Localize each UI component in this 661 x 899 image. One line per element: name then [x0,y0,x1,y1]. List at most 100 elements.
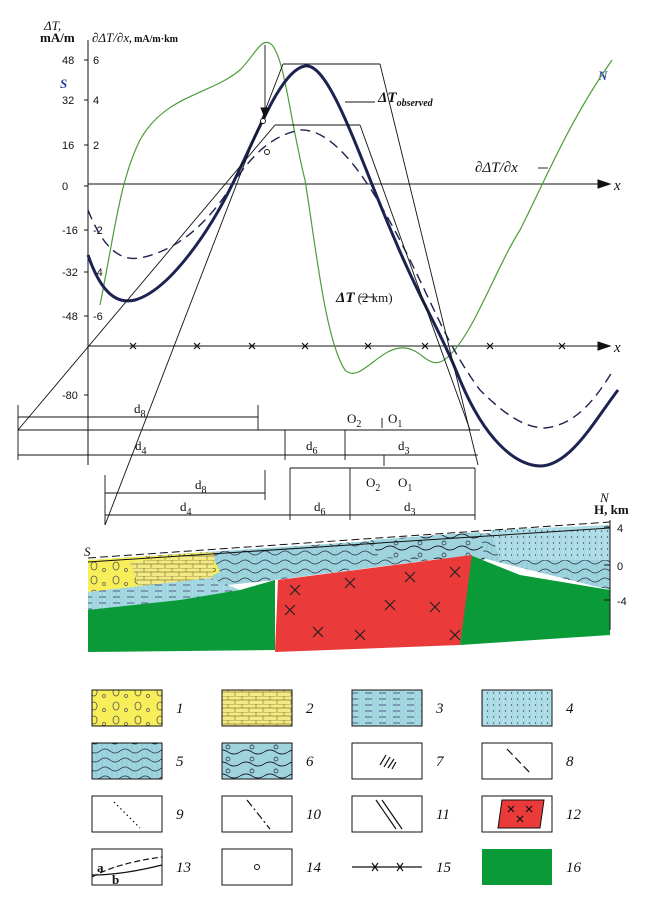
legend-item: 10 [221,795,322,833]
section-south: S [84,544,91,559]
depth-tick-label: 4 [617,523,623,535]
symbol: d [398,438,405,453]
derivative-curve [99,41,613,374]
interval-label: O2 [347,411,361,430]
cross-mark [486,342,494,350]
legend-swatch [481,689,553,727]
symbol-label: a [97,860,104,875]
interval-label: d3 [398,438,410,457]
section-ticks: 4 0 -4 [617,523,627,608]
subscript: 4 [187,507,192,518]
right-tick-label: 2 [93,140,99,152]
subscript: 8 [141,409,146,420]
legend-item: 8 [481,742,574,780]
cross-mark [193,342,201,350]
depth-label: H, km [594,502,629,517]
upward-continued-curve [87,129,613,429]
legend-swatch [91,848,163,886]
subscript: 2 [356,419,361,430]
north-label: N [597,68,608,83]
legend-number: 6 [306,754,314,770]
legend-swatch [351,795,423,833]
symbol [497,799,545,829]
legend-swatch [351,689,423,727]
symbol: O [366,475,375,490]
left-tick-label: -80 [62,390,78,402]
left-axis-label: ΔT, [43,18,61,33]
subscript: 8 [202,485,207,496]
legend-item: 11 [351,795,450,833]
left-tick-label: -32 [62,267,78,279]
symbol: d [314,499,321,514]
legend-number: 3 [435,701,444,717]
legend-swatch [481,742,553,780]
interval-label: O2 [366,475,380,494]
legend-item: 15 [352,860,452,876]
observed-label: ΔTobserved [377,90,434,109]
legend-number: 5 [176,754,184,770]
cross-mark [558,342,566,350]
interval-label: d8 [134,401,146,420]
legend-number: 2 [306,701,314,717]
subscript: 6 [321,507,326,518]
interval-label: d3 [404,499,416,518]
right-tick-label: -4 [93,267,103,279]
interval-label: O1 [388,411,402,430]
x-label: x [613,340,621,356]
legend-swatch [482,849,552,885]
left-tick-label: -48 [62,311,78,323]
symbol [379,754,397,770]
legend-item: 7 [351,742,445,780]
legend-number: 13 [176,860,191,876]
subscript: 1 [397,419,402,430]
subscript: observed [397,98,434,109]
legend-item: 1 [91,689,184,727]
legend-item: 14 [221,848,322,886]
cross-mark [421,342,429,350]
south-label: S [60,76,67,91]
legend-item: 3 [351,689,444,727]
legend-number: 14 [306,860,322,876]
symbol: d [180,499,187,514]
subscript: 1 [407,483,412,494]
legend-item: 4 [481,689,574,727]
legend-number: 1 [176,701,184,717]
left-tick-label: 48 [62,55,74,67]
cross-marks [129,342,566,350]
label: ΔT [377,90,397,106]
symbol [91,864,163,876]
subscript: 3 [405,446,410,457]
derivative-label: ∂ΔT/∂x [475,160,518,176]
depth-tick-label: -4 [617,596,627,608]
left-tick-label: 0 [62,181,68,193]
legend-item: ab 13 [91,848,191,887]
left-tick-label: -16 [62,225,78,237]
interval-lines [17,405,480,525]
arrow [597,179,612,189]
subscript: 4 [142,446,147,457]
legend-number: 16 [566,860,582,876]
legend-number: 11 [436,807,450,823]
left-tick-label: 32 [62,95,74,107]
legend-number: 15 [436,860,452,876]
legend-swatch [221,795,293,833]
legend-number: 4 [566,701,574,717]
symbol: O [388,411,397,426]
label: ΔT [335,290,355,306]
left-axis-unit: mA/m [40,30,75,45]
arrow [597,341,612,351]
legend-item: 5 [91,742,184,780]
legend-item: 12 [481,795,582,833]
legend-number: 8 [566,754,574,770]
observed-curve [86,64,620,468]
symbol [113,801,141,829]
interval-label: O1 [398,475,412,494]
construction-lines [17,45,548,526]
symbol [506,748,533,776]
legend-number: 9 [176,807,184,823]
right-axis-label: ∂ΔT/∂x, mA/m·km [92,30,179,45]
legend-item: 6 [221,742,314,780]
right-tick-label: -6 [93,311,103,323]
